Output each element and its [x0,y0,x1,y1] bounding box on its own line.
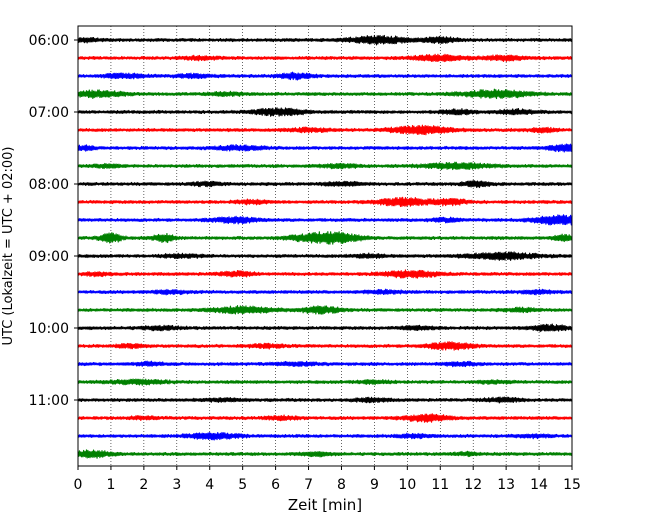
trace-0915 [77,269,573,279]
x-tick-label: 4 [205,477,214,493]
x-tick-label: 12 [464,477,482,493]
trace-0645 [77,88,573,100]
y-tick-label: 09:00 [29,249,69,265]
x-tick-label: 10 [398,477,416,493]
x-axis-title: Zeit [min] [288,496,362,514]
trace-0715 [77,124,573,136]
x-tick-label: 13 [497,477,515,493]
x-tick-label: 7 [304,477,313,493]
x-tick-label: 14 [530,477,548,493]
trace-0845 [77,231,573,245]
y-axis-title: UTC (Lokalzeit = UTC + 02:00) [1,147,16,346]
trace-0700 [77,107,573,117]
trace-0945 [77,305,573,315]
y-axis: 06:00 07:00 08:00 09:00 10:00 11:00 [29,33,78,409]
x-tick-label: 15 [563,477,581,493]
x-tick-label: 11 [431,477,449,493]
grid-lines [110,26,540,466]
trace-0730 [77,143,573,153]
trace-1000 [77,323,573,333]
y-tick-label: 06:00 [29,33,69,49]
x-tick-label: 3 [172,477,181,493]
x-tick-label: 5 [238,477,247,493]
x-tick-label: 6 [271,477,280,493]
trace-1130 [77,431,573,441]
x-axis: 0 1 2 3 4 5 6 7 8 9 10 11 12 13 14 15 [74,466,581,493]
trace-1045 [77,378,573,386]
trace-0900 [77,251,573,261]
y-tick-label: 11:00 [29,393,69,409]
trace-1030 [77,360,573,368]
trace-1145 [77,449,573,459]
x-tick-label: 1 [106,477,115,493]
trace-0930 [77,288,573,296]
trace-series [77,34,573,459]
trace-1015 [77,341,573,351]
plot-frame [77,25,573,467]
trace-0815 [77,196,573,208]
x-tick-label: 8 [337,477,346,493]
trace-0745 [77,161,573,171]
y-tick-label: 10:00 [29,321,69,337]
trace-1100 [77,396,573,404]
trace-1115 [77,413,573,423]
y-tick-label: 08:00 [29,177,69,193]
y-tick-label: 07:00 [29,105,69,121]
trace-0800 [77,179,573,189]
x-tick-label: 2 [139,477,148,493]
trace-0830 [77,214,573,226]
trace-0630 [77,71,573,81]
trace-0615 [77,53,573,63]
trace-0600 [77,34,573,46]
x-tick-label: 0 [74,477,83,493]
x-tick-label: 9 [370,477,379,493]
